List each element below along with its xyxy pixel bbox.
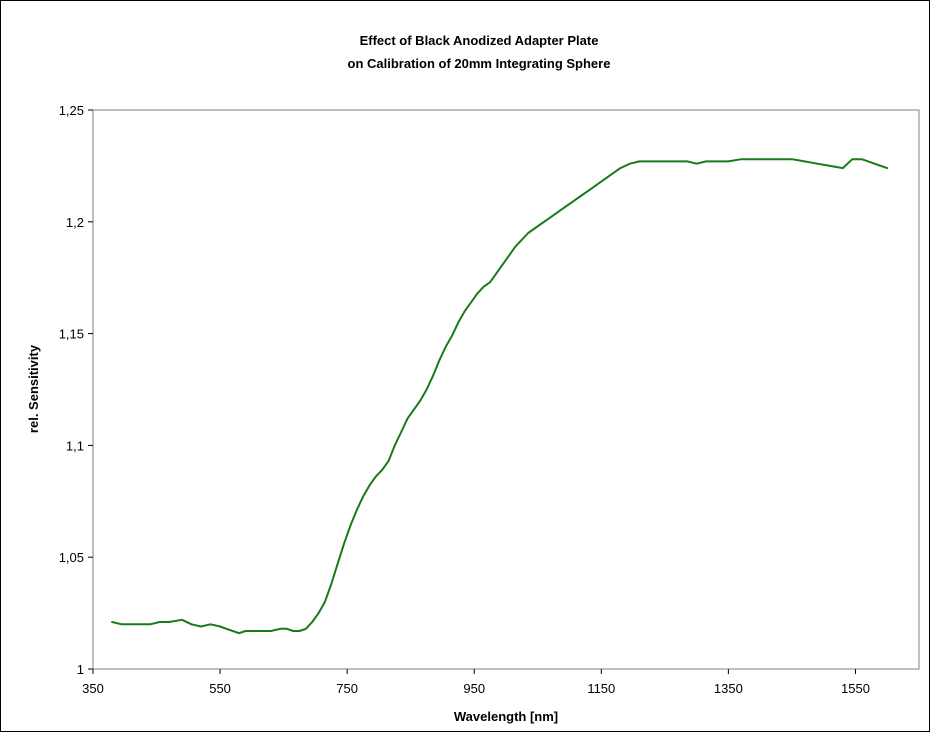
x-axis: 350 550 750 950 1150 1350 1550 <box>82 669 870 696</box>
y-tick-label: 1,25 <box>59 103 84 118</box>
x-tick-label: 950 <box>463 681 485 696</box>
x-tick-label: 1150 <box>587 681 615 696</box>
y-tick-label: 1,15 <box>59 327 84 342</box>
plot-area <box>92 109 920 670</box>
chart-subtitle: on Calibration of 20mm Integrating Spher… <box>348 56 611 71</box>
y-tick-label: 1,05 <box>59 550 84 565</box>
y-axis: 1 1,05 1,1 1,15 1,2 1,25 <box>59 103 93 677</box>
x-axis-title: Wavelength [nm] <box>454 709 558 724</box>
x-tick-label: 550 <box>209 681 231 696</box>
series-line <box>111 158 889 635</box>
x-tick-label: 350 <box>82 681 104 696</box>
y-tick-label: 1 <box>77 662 84 677</box>
y-tick-label: 1,2 <box>66 215 84 230</box>
x-tick-label: 750 <box>336 681 358 696</box>
x-tick-label: 1550 <box>841 681 870 696</box>
y-axis-title: rel. Sensitivity <box>26 344 41 433</box>
x-tick-label: 1350 <box>714 681 743 696</box>
series-layer <box>111 158 889 635</box>
chart-title: Effect of Black Anodized Adapter Plate <box>360 33 599 48</box>
y-tick-label: 1,1 <box>66 438 84 453</box>
